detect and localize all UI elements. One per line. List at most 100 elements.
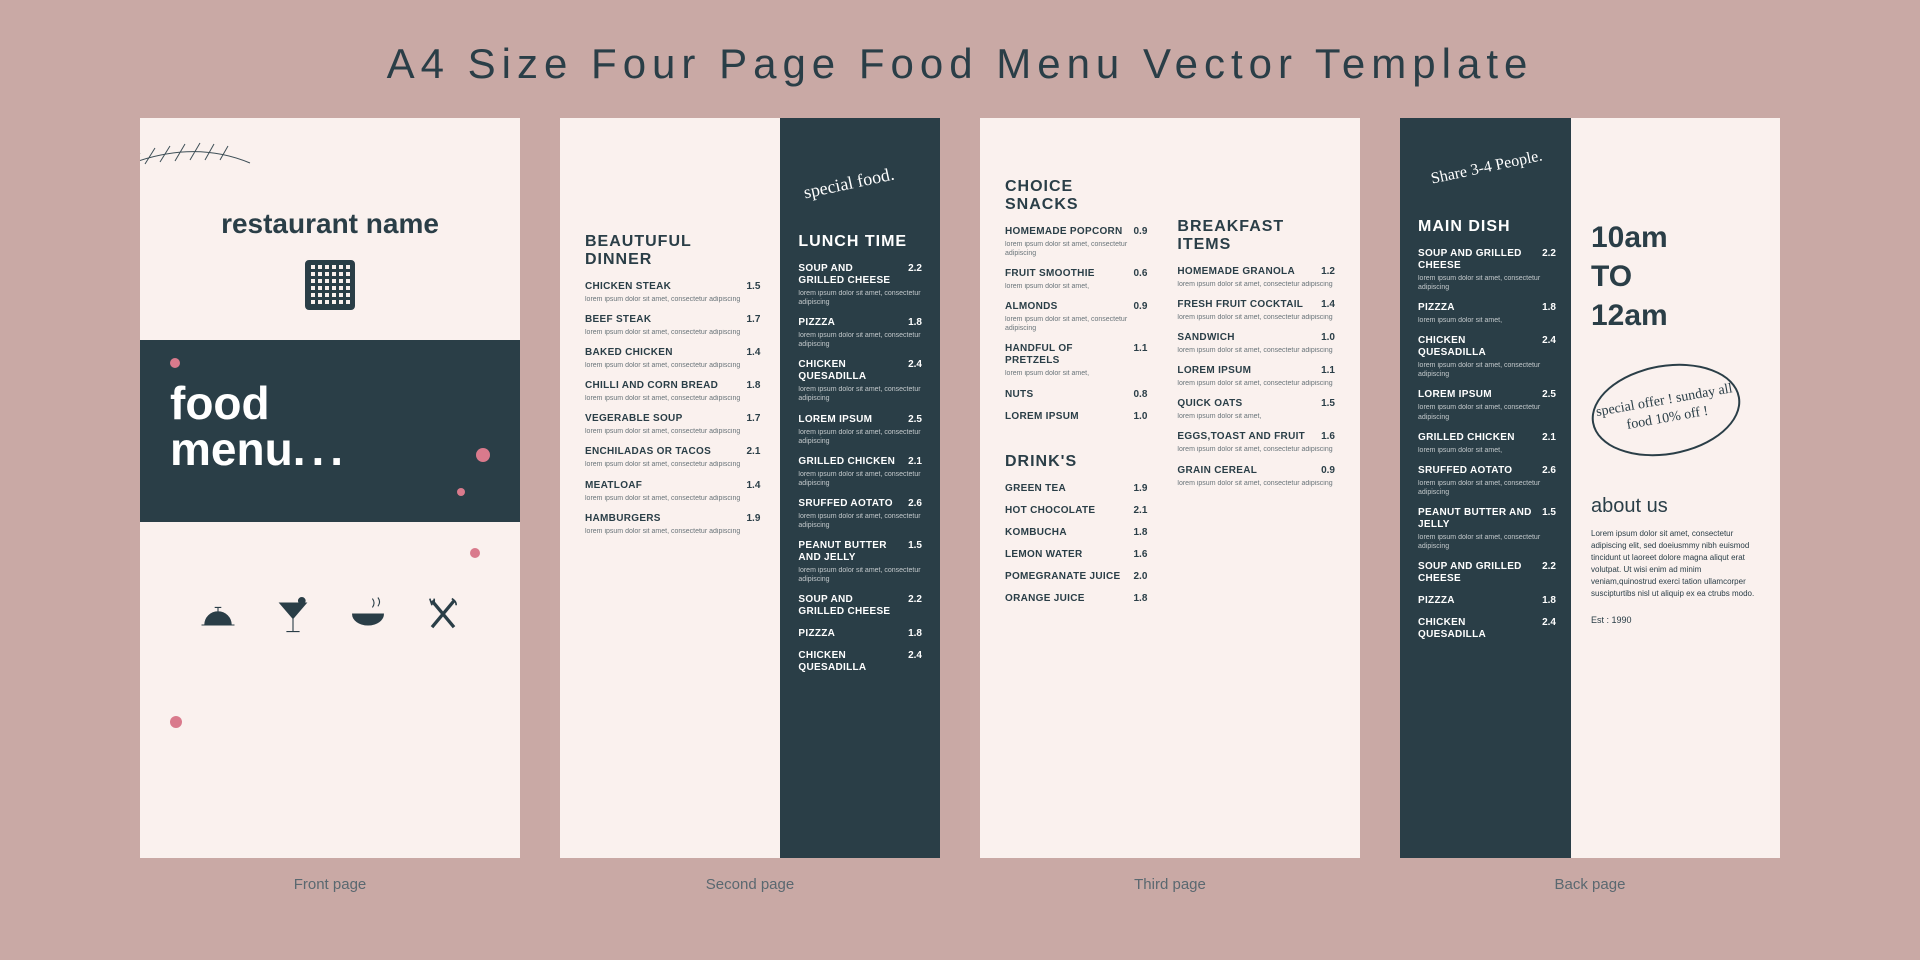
menu-item: CHICKEN STEAK1.5lorem ipsum dolor sit am… [585, 281, 760, 304]
breakfast-items: HOMEMADE GRANOLA1.2lorem ipsum dolor sit… [1177, 266, 1335, 488]
item-price: 1.8 [1133, 527, 1147, 538]
menu-item: QUICK OATS1.5lorem ipsum dolor sit amet, [1177, 398, 1335, 421]
caption-front: Front page [140, 876, 520, 893]
item-desc: lorem ipsum dolor sit amet, consectetur … [798, 428, 922, 446]
menu-item: NUTS0.8 [1005, 389, 1147, 401]
item-name: HOMEMADE GRANOLA [1177, 266, 1313, 278]
item-price: 1.8 [746, 380, 760, 391]
item-price: 1.4 [1321, 299, 1335, 310]
caption-third: Third page [980, 876, 1360, 893]
item-name: ORANGE JUICE [1005, 593, 1125, 605]
menu-item: SOUP AND GRILLED CHEESE2.2 [1418, 561, 1556, 585]
item-price: 2.2 [908, 594, 922, 605]
item-name: PIZZZA [798, 628, 900, 640]
item-price: 1.0 [1133, 411, 1147, 422]
item-price: 0.9 [1321, 465, 1335, 476]
drinks-items: GREEN TEA1.9HOT CHOCOLATE2.1KOMBUCHA1.8L… [1005, 483, 1147, 605]
item-desc: lorem ipsum dolor sit amet, consectetur … [798, 512, 922, 530]
snacks-items: HOMEMADE POPCORN0.9lorem ipsum dolor sit… [1005, 226, 1147, 423]
item-price: 2.1 [1133, 505, 1147, 516]
item-price: 1.4 [746, 347, 760, 358]
menu-item: LOREM IPSUM1.1lorem ipsum dolor sit amet… [1177, 365, 1335, 388]
restaurant-name: restaurant name [140, 208, 520, 240]
item-price: 1.0 [1321, 332, 1335, 343]
item-desc: lorem ipsum dolor sit amet, [1005, 369, 1147, 378]
cocktail-icon [271, 592, 315, 641]
menu-item: PEANUT BUTTER AND JELLY1.5lorem ipsum do… [798, 540, 922, 584]
item-desc: lorem ipsum dolor sit amet, consectetur … [798, 566, 922, 584]
item-name: PEANUT BUTTER AND JELLY [1418, 507, 1534, 531]
dinner-items: CHICKEN STEAK1.5lorem ipsum dolor sit am… [585, 281, 760, 536]
page-third: CHOICE SNACKS HOMEMADE POPCORN0.9lorem i… [980, 118, 1360, 893]
menu-item: CHICKEN QUESADILLA2.4lorem ipsum dolor s… [1418, 335, 1556, 379]
item-price: 1.8 [908, 628, 922, 639]
item-desc: lorem ipsum dolor sit amet, consectetur … [1177, 445, 1335, 454]
dot [476, 448, 490, 462]
page3: CHOICE SNACKS HOMEMADE POPCORN0.9lorem i… [980, 118, 1360, 858]
item-desc: lorem ipsum dolor sit amet, consectetur … [1005, 315, 1147, 333]
item-name: CHICKEN STEAK [585, 281, 738, 293]
item-price: 1.8 [1133, 593, 1147, 604]
item-name: SOUP AND GRILLED CHEESE [1418, 561, 1534, 585]
item-name: CHICKEN QUESADILLA [1418, 617, 1534, 641]
food-label: food [170, 380, 490, 426]
item-desc: lorem ipsum dolor sit amet, [1005, 282, 1147, 291]
item-price: 1.5 [908, 540, 922, 551]
item-price: 2.5 [908, 414, 922, 425]
item-name: BEEF STEAK [585, 314, 738, 326]
menu-item: PIZZZA 1.8 [798, 628, 922, 640]
menu-item: GRILLED CHICKEN2.1lorem ipsum dolor sit … [798, 456, 922, 488]
item-name: GRILLED CHICKEN [798, 456, 900, 468]
item-name: GRAIN CEREAL [1177, 465, 1313, 477]
item-name: SOUP AND GRILLED CHEESE [1418, 248, 1534, 272]
item-price: 1.5 [1321, 398, 1335, 409]
maindish-section: Share 3-4 People. MAIN DISH SOUP AND GRI… [1400, 118, 1571, 858]
menu-item: GRAIN CEREAL 0.9 lorem ipsum dolor sit ame… [1177, 465, 1335, 488]
snacks-title: CHOICE SNACKS [1005, 178, 1147, 214]
menu-item: HAMBURGERS1.9lorem ipsum dolor sit amet,… [585, 513, 760, 536]
item-desc: lorem ipsum dolor sit amet, consectetur … [798, 289, 922, 307]
item-price: 2.5 [1542, 389, 1556, 400]
item-name: HAMBURGERS [585, 513, 738, 525]
item-desc: lorem ipsum dolor sit amet, consectetur … [1177, 479, 1335, 488]
item-price: 1.8 [908, 317, 922, 328]
item-name: BAKED CHICKEN [585, 347, 738, 359]
item-price: 1.7 [746, 314, 760, 325]
special-offer: special offer ! sunday all food 10% off … [1584, 353, 1747, 468]
breakfast-title: BREAKFAST ITEMS [1177, 218, 1335, 254]
item-price: 1.6 [1321, 431, 1335, 442]
item-price: 1.1 [1133, 343, 1147, 354]
icon-row [140, 592, 520, 641]
cloche-icon [196, 592, 240, 641]
menu-item: LOREM IPSUM2.5lorem ipsum dolor sit amet… [798, 414, 922, 446]
drinks-title: DRINK'S [1005, 453, 1147, 471]
item-price: 1.9 [746, 513, 760, 524]
page1: restaurant name food menu... [140, 118, 520, 858]
qr-code-icon [305, 260, 355, 310]
dot [170, 716, 182, 728]
page-second: BEAUTUFUL DINNER CHICKEN STEAK1.5lorem i… [560, 118, 940, 893]
menu-item: PIZZZA1.8lorem ipsum dolor sit amet, [1418, 302, 1556, 325]
item-price: 0.9 [1133, 226, 1147, 237]
menu-item: POMEGRANATE JUICE2.0 [1005, 571, 1147, 583]
item-name: KOMBUCHA [1005, 527, 1125, 539]
special-food-script: special food. [802, 164, 896, 204]
item-desc: lorem ipsum dolor sit amet, consectetur … [585, 460, 760, 469]
about-text: Lorem ipsum dolor sit amet, consectetur … [1591, 528, 1755, 600]
menu-item: CHICKEN QUESADILLA2.4 [1418, 617, 1556, 641]
menu-item: LOREM IPSUM2.5lorem ipsum dolor sit amet… [1418, 389, 1556, 421]
item-desc: lorem ipsum dolor sit amet, consectetur … [1005, 240, 1147, 258]
item-desc: lorem ipsum dolor sit amet, consectetur … [1177, 346, 1335, 355]
item-desc: lorem ipsum dolor sit amet, consectetur … [1418, 479, 1556, 497]
item-price: 2.0 [1133, 571, 1147, 582]
item-desc: lorem ipsum dolor sit amet, consectetur … [1177, 313, 1335, 322]
menu-item: VEGERABLE SOUP1.7lorem ipsum dolor sit a… [585, 413, 760, 436]
item-name: HANDFUL OF PRETZELS [1005, 343, 1125, 367]
item-price: 1.8 [1542, 595, 1556, 606]
item-desc: lorem ipsum dolor sit amet, consectetur … [585, 494, 760, 503]
item-name: CHICKEN QUESADILLA [798, 650, 900, 674]
item-name: ALMONDS [1005, 301, 1125, 313]
item-name: NUTS [1005, 389, 1125, 401]
item-price: 1.5 [1542, 507, 1556, 518]
item-desc: lorem ipsum dolor sit amet, consectetur … [585, 328, 760, 337]
